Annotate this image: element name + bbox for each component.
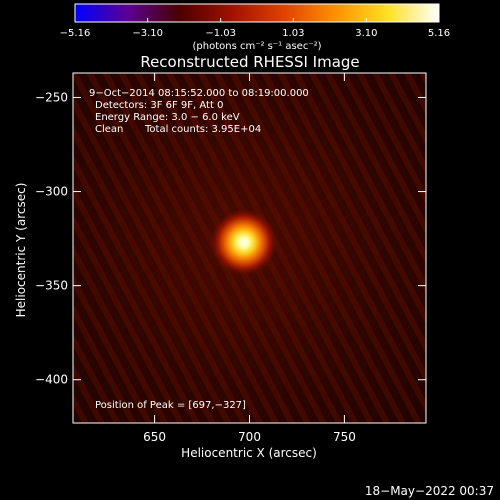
colorbar: −5.16 −3.10 −1.03 1.03 3.10 5.16 (photons cm⁻… [60,3,450,52]
y-axis-title: Heliocentric Y (arcsec) [14,183,28,318]
colorbar-tick-label: −3.10 [132,28,163,39]
annotation-method: Clean [95,124,123,135]
axis-ticks: 650 700 750 −250 −300 −350 −400 [35,73,426,444]
x-tick-label: 750 [333,430,356,444]
colorbar-tick-label: 1.03 [282,28,304,39]
annotation-energy-range: Energy Range: 3.0 − 6.0 keV [95,112,240,123]
chart-title: Reconstructed RHESSI Image [140,53,359,71]
y-tick-label: −300 [35,185,68,199]
plot-area [73,73,426,423]
flare-source [209,208,278,277]
colorbar-gradient [74,3,440,23]
x-tick-label: 650 [143,430,166,444]
image-annotations: 9−Oct−2014 08:15:52.000 to 08:19:00.000 … [89,88,309,411]
colorbar-tick-label: −5.16 [60,28,91,39]
annotation-total-counts: Total counts: 3.95E+04 [144,124,261,135]
annotation-time-range: 9−Oct−2014 08:15:52.000 to 08:19:00.000 [89,88,309,99]
x-axis-title: Heliocentric X (arcsec) [181,446,317,460]
y-tick-label: −250 [35,90,68,104]
annotation-detectors: Detectors: 3F 6F 9F, Att 0 [95,100,223,111]
colorbar-tick-label: 3.10 [355,28,377,39]
footer-timestamp: 18−May−2022 00:37 [365,484,494,498]
annotation-peak-position: Position of Peak = [697,−327] [95,400,246,411]
x-tick-label: 700 [238,430,261,444]
y-tick-label: −400 [35,373,68,387]
colorbar-units-label: (photons cm⁻² s⁻¹ asec⁻²) [192,41,321,52]
colorbar-tick-label: −1.03 [205,28,236,39]
colorbar-ticks: −5.16 −3.10 −1.03 1.03 3.10 5.16 [60,18,450,39]
y-tick-label: −350 [35,279,68,293]
colorbar-tick-label: 5.16 [428,28,450,39]
